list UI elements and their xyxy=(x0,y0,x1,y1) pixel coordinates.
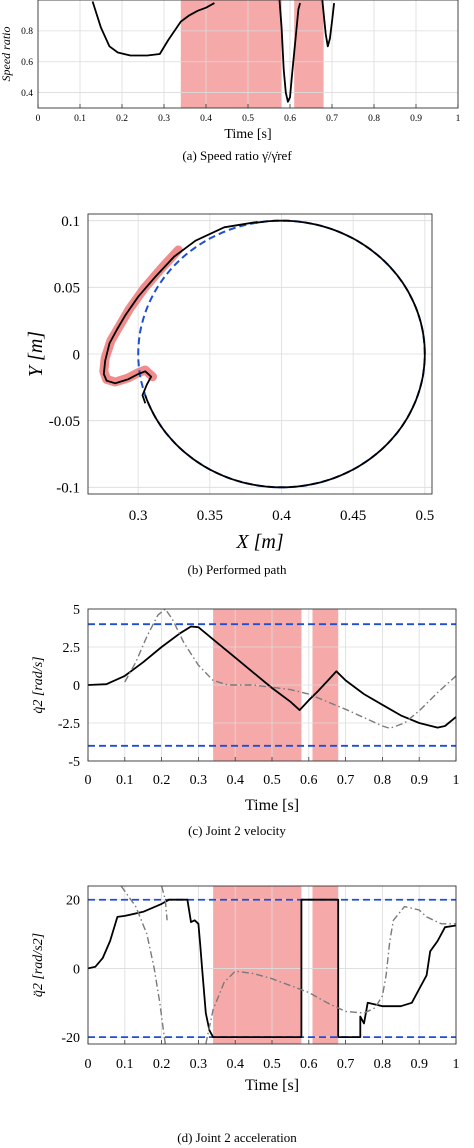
x-tick-label: 0.6 xyxy=(300,1057,318,1072)
x-tick-label: 0.8 xyxy=(368,114,380,124)
highlight-interval xyxy=(180,0,282,108)
y-tick-label: 0.8 xyxy=(21,27,33,37)
y-tick-label: -0.1 xyxy=(56,481,80,497)
x-tick-label: 0.5 xyxy=(263,1057,281,1072)
y-axis-label: q̇2 [rad/s] xyxy=(31,656,46,713)
y-tick-label: 0.1 xyxy=(61,214,80,230)
axes-frame xyxy=(87,608,457,762)
y-tick-label: 0 xyxy=(73,962,80,977)
highlight-interval xyxy=(294,0,324,108)
axes-frame xyxy=(87,213,433,495)
series-line xyxy=(88,898,456,1038)
x-tick-label: 0.3 xyxy=(158,114,170,124)
x-tick-label: 0.2 xyxy=(153,773,171,788)
x-tick-label: 0.9 xyxy=(410,1057,428,1072)
x-tick-label: 1 xyxy=(453,773,460,788)
x-tick-label: 0.3 xyxy=(190,773,208,788)
caption-c: (c) Joint 2 velocity xyxy=(188,823,286,838)
y-tick-label: 2.5 xyxy=(63,641,81,656)
x-tick-label: 0.4 xyxy=(226,773,244,788)
caption-b: (b) Performed path xyxy=(188,562,287,577)
series-line xyxy=(88,625,456,729)
series-line xyxy=(278,0,301,103)
y-tick-label: 0 xyxy=(73,679,80,694)
x-tick-label: 0.8 xyxy=(374,773,392,788)
x-axis-label: Time [s] xyxy=(224,127,271,142)
y-axis-label: Y [m] xyxy=(25,331,47,377)
x-tick-label: 0.7 xyxy=(326,114,338,124)
highlight-interval xyxy=(312,886,339,1044)
chart-performed-path: 0.3 0.35 0.4 0.45 0.5 0.1 0.05 0 -0.05 -0.1 X [m] Y… xyxy=(25,213,434,553)
y-tick-label: -5 xyxy=(68,755,80,770)
y-tick-label: 0.6 xyxy=(21,58,33,68)
x-tick-label: 0.2 xyxy=(153,1057,171,1072)
axes-frame xyxy=(37,0,459,109)
x-axis-label: X [m] xyxy=(235,531,283,553)
caption-a: (a) Speed ratio γ̇/γ̇ref xyxy=(182,148,292,163)
series-line xyxy=(91,1,215,57)
x-tick-label: 0.5 xyxy=(263,773,281,788)
x-tick-label: 0.9 xyxy=(410,114,422,124)
y-tick-label: -0.05 xyxy=(49,414,80,430)
x-tick-label: 0.5 xyxy=(415,508,434,524)
y-tick-label: 20 xyxy=(66,894,80,909)
y-tick-label: 0 xyxy=(73,347,81,363)
axes-frame xyxy=(87,885,457,1045)
x-tick-label: 0.3 xyxy=(190,1057,208,1072)
x-axis-label: Time [s] xyxy=(245,797,299,814)
series-line xyxy=(321,0,335,48)
series-line-reference xyxy=(124,609,456,729)
x-tick-label: 0 xyxy=(85,1057,92,1072)
chart-speed-ratio: 0 0.1 0.2 0.3 0.4 0.5 0.6 0.7 0.8 0.9 1 0.8 0.6 0.4 Ti… xyxy=(0,0,461,142)
x-tick-label: 0.9 xyxy=(410,773,428,788)
x-tick-label: 0.1 xyxy=(74,114,86,124)
x-tick-label: 0 xyxy=(36,114,41,124)
x-tick-label: 0.6 xyxy=(300,773,318,788)
x-tick-label: 0.7 xyxy=(337,1057,355,1072)
y-tick-label: 0.4 xyxy=(21,89,33,99)
y-tick-label: -20 xyxy=(61,1031,80,1046)
x-tick-label: 0.8 xyxy=(374,1057,392,1072)
x-tick-label: 1 xyxy=(456,114,461,124)
chart-joint2-acceleration: 0 0.1 0.2 0.3 0.4 0.5 0.6 0.7 0.8 0.9 1 20 0 -20 Time … xyxy=(31,885,460,1094)
x-tick-label: 0 xyxy=(85,773,92,788)
x-axis-label: Time [s] xyxy=(245,1077,299,1094)
x-tick-label: 0.6 xyxy=(284,114,296,124)
x-tick-label: 0.45 xyxy=(340,508,366,524)
chart-joint2-velocity: 0 0.1 0.2 0.3 0.4 0.5 0.6 0.7 0.8 0.9 1 5 2.5 0 -2.5 -5… xyxy=(31,603,460,814)
y-axis-label: Speed ratio xyxy=(0,27,13,82)
x-tick-label: 0.4 xyxy=(226,1057,244,1072)
series-line-reference xyxy=(120,886,166,1044)
caption-d: (d) Joint 2 acceleration xyxy=(177,1130,297,1145)
performed-path xyxy=(102,219,426,489)
x-tick-label: 0.5 xyxy=(242,114,254,124)
y-tick-label: -2.5 xyxy=(58,717,80,732)
x-tick-label: 0.2 xyxy=(116,114,128,124)
x-tick-label: 0.1 xyxy=(116,1057,134,1072)
x-tick-label: 0.7 xyxy=(337,773,355,788)
x-tick-label: 0.4 xyxy=(200,114,212,124)
x-tick-label: 0.3 xyxy=(129,508,148,524)
y-tick-label: 5 xyxy=(73,603,80,618)
x-tick-label: 0.4 xyxy=(272,508,291,524)
x-tick-label: 1 xyxy=(453,1057,460,1072)
x-tick-label: 0.1 xyxy=(116,773,134,788)
x-tick-label: 0.35 xyxy=(197,508,223,524)
series-line-reference xyxy=(160,886,168,921)
highlight-interval xyxy=(213,886,302,1044)
y-tick-label: 0.05 xyxy=(54,281,80,297)
y-axis-label: q̈2 [rad/s2] xyxy=(31,933,46,997)
